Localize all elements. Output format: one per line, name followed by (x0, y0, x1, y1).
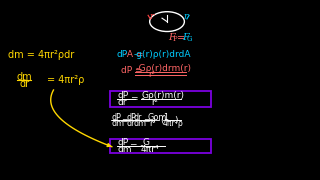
Text: dm: dm (16, 71, 32, 82)
Text: -g(r)ρ(r)drdA: -g(r)ρ(r)drdA (134, 50, 191, 59)
Text: (: ( (160, 116, 163, 125)
Text: = -: = - (130, 141, 144, 150)
Text: F: F (182, 33, 189, 42)
Text: G: G (143, 138, 150, 147)
Text: r: r (184, 12, 188, 21)
Text: dP: dP (116, 50, 128, 59)
Text: r²: r² (148, 70, 155, 79)
Text: dr: dr (19, 79, 29, 89)
Text: dP: dP (117, 138, 129, 147)
Text: G: G (186, 35, 192, 43)
Text: 4πr⁴: 4πr⁴ (140, 145, 159, 154)
Text: = 4πr²ρ: = 4πr²ρ (47, 75, 84, 85)
Text: -Gρ(r)drm(r): -Gρ(r)drm(r) (135, 64, 191, 73)
Text: ): ) (174, 116, 178, 125)
Text: 1: 1 (163, 113, 168, 122)
Text: dP: dP (117, 91, 129, 100)
Text: Gρ(r)m(r): Gρ(r)m(r) (142, 91, 185, 100)
Text: r: r (149, 12, 153, 21)
Text: dr: dr (134, 113, 142, 122)
Text: dP: dP (111, 113, 121, 122)
Text: dm: dm (111, 119, 124, 128)
Text: P: P (173, 35, 177, 43)
Bar (110, 139, 211, 153)
Text: =: = (143, 116, 149, 125)
Text: =: = (121, 116, 127, 125)
Text: = -: = - (131, 94, 144, 103)
Text: 4πr²ρ: 4πr²ρ (162, 119, 183, 128)
Text: F: F (169, 33, 175, 42)
Text: dm = 4πr²ρdr: dm = 4πr²ρdr (8, 50, 74, 60)
Text: dm: dm (117, 145, 132, 154)
Bar (110, 91, 211, 107)
Text: r²: r² (149, 119, 156, 128)
Text: =: = (177, 33, 185, 43)
Text: ·A =: ·A = (124, 50, 143, 59)
Text: dr: dr (117, 98, 127, 107)
Text: dm: dm (134, 119, 147, 128)
Text: dP: dP (126, 113, 136, 122)
Text: dP =: dP = (121, 66, 142, 75)
Text: dr: dr (126, 119, 134, 128)
Text: r²: r² (151, 98, 158, 107)
Text: Gρm: Gρm (147, 113, 166, 122)
